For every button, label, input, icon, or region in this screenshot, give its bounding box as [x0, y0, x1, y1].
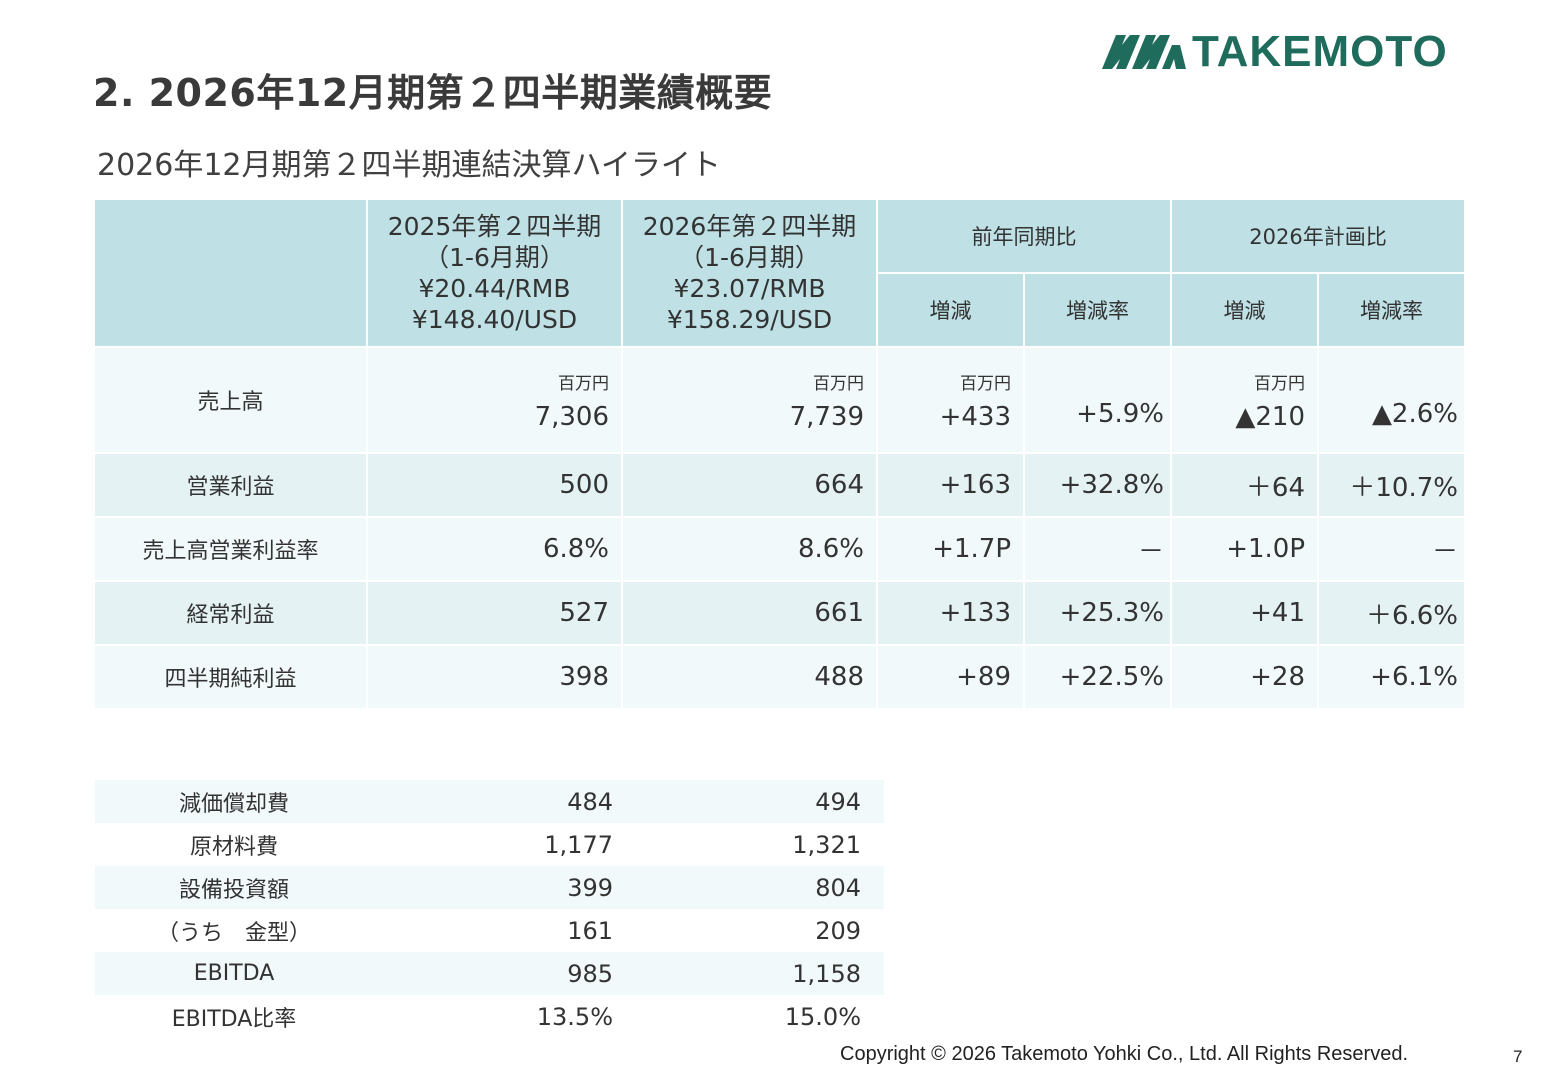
- header-yoy: 前年同期比: [877, 200, 1172, 274]
- table-row: 経常利益 527 661 +133 +25.3% +41 ＋6.6%: [95, 581, 1466, 646]
- plan-change: +41: [1171, 581, 1319, 646]
- value-2025: 399: [373, 866, 613, 909]
- value-2025: 13.5%: [373, 995, 613, 1038]
- unit-label: 百万円: [558, 373, 609, 394]
- highlights-table: 2025年第２四半期 （1-6月期） ¥20.44/RMB ¥148.40/US…: [95, 200, 1466, 710]
- table-row: 売上高営業利益率 6.8% 8.6% +1.7P － +1.0P －: [95, 517, 1466, 582]
- plan-change: +28: [1171, 645, 1319, 710]
- plan-rate: ▲2.6%: [1318, 347, 1466, 454]
- value-2025: 1,177: [373, 823, 613, 866]
- header-plan-change: 増減: [1171, 273, 1319, 348]
- value-2026: 15.0%: [613, 995, 861, 1038]
- value-2026: 494: [613, 780, 861, 823]
- plan-change: ＋64: [1171, 453, 1319, 518]
- value-2026: 804: [613, 866, 861, 909]
- copyright-notice: Copyright © 2026 Takemoto Yohki Co., Ltd…: [840, 1043, 1409, 1065]
- table-row: 設備投資額 399 804: [95, 866, 884, 909]
- plan-rate: ＋10.7%: [1318, 453, 1466, 518]
- plan-change: 百万円 ▲210: [1171, 347, 1319, 454]
- company-logo: TAKEMOTO: [1102, 30, 1512, 74]
- header-yoy-change: 増減: [877, 273, 1025, 348]
- header-yoy-rate: 増減率: [1024, 273, 1172, 348]
- row-label: （うち 金型）: [95, 909, 373, 952]
- row-label: 減価償却費: [95, 780, 373, 823]
- value-2025: 161: [373, 909, 613, 952]
- plan-change: +1.0P: [1171, 517, 1319, 582]
- row-label: 経常利益: [95, 581, 368, 646]
- plan-rate: ＋6.6%: [1318, 581, 1466, 646]
- value-2026: 664: [622, 453, 878, 518]
- row-label: 原材料費: [95, 823, 373, 866]
- row-label: EBITDA比率: [95, 995, 373, 1038]
- value-2025: 484: [373, 780, 613, 823]
- header-2025: 2025年第２四半期 （1-6月期） ¥20.44/RMB ¥148.40/US…: [367, 200, 623, 348]
- table-row: EBITDA比率 13.5% 15.0%: [95, 995, 884, 1038]
- value-2026: 209: [613, 909, 861, 952]
- table-row: 減価償却費 484 494: [95, 780, 884, 823]
- row-label: 設備投資額: [95, 866, 373, 909]
- value-2026: 488: [622, 645, 878, 710]
- unit-label: 百万円: [813, 373, 864, 394]
- yoy-rate: +32.8%: [1024, 453, 1172, 518]
- header-corner: [95, 200, 368, 348]
- table-row: 原材料費 1,177 1,321: [95, 823, 884, 866]
- table-row: 四半期純利益 398 488 +89 +22.5% +28 +6.1%: [95, 645, 1466, 710]
- header-2026: 2026年第２四半期 （1-6月期） ¥23.07/RMB ¥158.29/US…: [622, 200, 878, 348]
- value-2026: 百万円 7,739: [622, 347, 878, 454]
- table-row: EBITDA 985 1,158: [95, 952, 884, 995]
- table-row: （うち 金型） 161 209: [95, 909, 884, 952]
- row-label: 営業利益: [95, 453, 368, 518]
- header-plan: 2026年計画比: [1171, 200, 1466, 274]
- yoy-change: +89: [877, 645, 1025, 710]
- yoy-change: +163: [877, 453, 1025, 518]
- row-label: 売上高営業利益率: [95, 517, 368, 582]
- value-2025: 百万円 7,306: [367, 347, 623, 454]
- plan-rate: +6.1%: [1318, 645, 1466, 710]
- page-number: 7: [1513, 1047, 1523, 1066]
- value-2026: 1,321: [613, 823, 861, 866]
- unit-label: 百万円: [960, 373, 1011, 394]
- value-2025: 6.8%: [367, 517, 623, 582]
- value-2025: 527: [367, 581, 623, 646]
- table-row: 営業利益 500 664 +163 +32.8% ＋64 ＋10.7%: [95, 453, 1466, 518]
- value-2026: 8.6%: [622, 517, 878, 582]
- value-2026: 661: [622, 581, 878, 646]
- plan-rate: －: [1318, 517, 1466, 582]
- yoy-rate: +22.5%: [1024, 645, 1172, 710]
- yoy-change: 百万円 +433: [877, 347, 1025, 454]
- section-subtitle: 2026年12月期第２四半期連結決算ハイライト: [97, 148, 721, 183]
- logo-mark-icon: [1102, 35, 1186, 69]
- value-2025: 500: [367, 453, 623, 518]
- yoy-rate: +25.3%: [1024, 581, 1172, 646]
- row-label: 売上高: [95, 347, 368, 454]
- row-label: 四半期純利益: [95, 645, 368, 710]
- yoy-change: +1.7P: [877, 517, 1025, 582]
- page-title: 2. 2026年12月期第２四半期業績概要: [93, 71, 773, 115]
- table-row: 売上高 百万円 7,306 百万円 7,739 百万円 +433 +5.9% 百…: [95, 347, 1466, 454]
- value-2025: 398: [367, 645, 623, 710]
- unit-label: 百万円: [1254, 373, 1305, 394]
- yoy-rate: －: [1024, 517, 1172, 582]
- header-plan-rate: 増減率: [1318, 273, 1466, 348]
- yoy-rate: +5.9%: [1024, 347, 1172, 454]
- supplementary-table: 減価償却費 484 494 原材料費 1,177 1,321 設備投資額 399…: [95, 780, 884, 1038]
- logo-text: TAKEMOTO: [1192, 27, 1448, 76]
- row-label: EBITDA: [95, 952, 373, 995]
- yoy-change: +133: [877, 581, 1025, 646]
- value-2025: 985: [373, 952, 613, 995]
- value-2026: 1,158: [613, 952, 861, 995]
